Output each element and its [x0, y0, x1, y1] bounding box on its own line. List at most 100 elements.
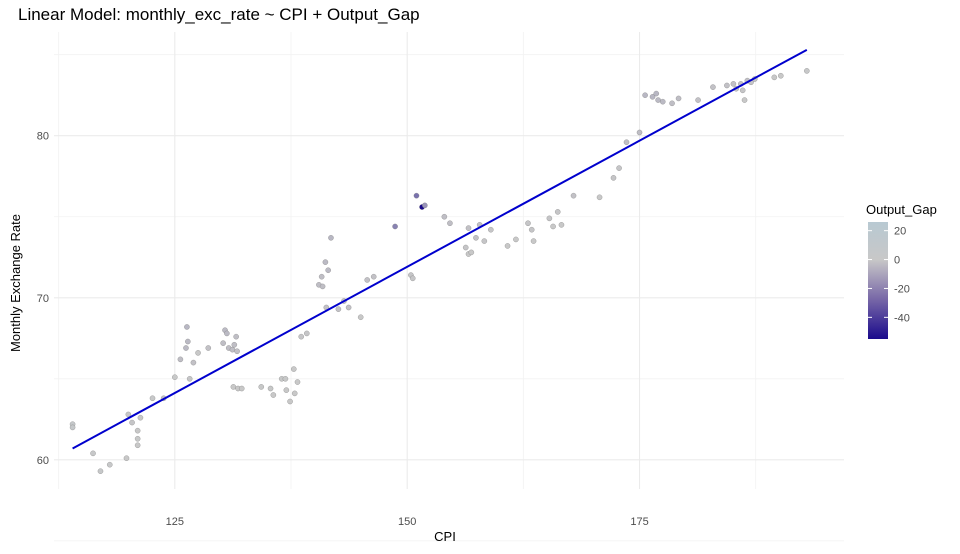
data-point: [642, 92, 648, 99]
data-point: [290, 366, 297, 372]
data-point: [267, 385, 274, 392]
data-point: [447, 220, 453, 227]
data-point: [675, 95, 682, 102]
data-point: [741, 97, 748, 103]
legend-title: Output_Gap: [866, 202, 937, 217]
data-point: [231, 341, 238, 348]
data-point: [695, 97, 701, 103]
data-point: [596, 194, 603, 201]
data-point: [465, 225, 472, 231]
data-point: [287, 398, 293, 405]
data-point: [234, 348, 240, 355]
data-point: [550, 223, 556, 230]
x-tick-label: 125: [166, 516, 184, 528]
data-point: [134, 427, 141, 434]
data-point: [530, 238, 537, 244]
data-point: [468, 249, 475, 256]
data-point: [177, 356, 184, 363]
data-point: [224, 330, 230, 337]
data-point: [487, 226, 494, 233]
x-axis-title: CPI: [434, 529, 456, 544]
chart-title: Linear Model: monthly_exc_rate ~ CPI + O…: [18, 5, 420, 24]
fit-line: [72, 48, 808, 450]
data-point: [481, 238, 488, 244]
data-point: [345, 304, 352, 311]
data-point: [357, 314, 364, 321]
data-point: [653, 90, 660, 97]
data-point: [413, 192, 420, 199]
data-point: [636, 129, 643, 136]
data-point: [69, 424, 76, 431]
data-point: [513, 236, 519, 243]
data-point: [303, 330, 310, 337]
data-point: [291, 390, 298, 397]
data-points: [69, 68, 810, 475]
data-point: [570, 192, 577, 199]
y-tick-label: 80: [37, 131, 49, 143]
data-point: [325, 267, 332, 274]
data-point: [528, 226, 535, 233]
x-tick-label: 175: [630, 516, 648, 528]
data-point: [623, 139, 630, 146]
data-point: [649, 93, 656, 100]
data-point: [777, 72, 784, 79]
grid: [54, 32, 844, 542]
data-point: [724, 82, 730, 89]
data-point: [730, 81, 737, 87]
data-point: [238, 385, 245, 392]
data-point: [335, 306, 342, 312]
data-point: [134, 442, 141, 449]
y-tick-label: 60: [37, 455, 49, 467]
data-point: [184, 338, 191, 345]
y-axis-title: Monthly Exchange Rate: [8, 214, 23, 352]
y-axis-ticks: 60 70 80: [37, 131, 49, 467]
data-point: [616, 165, 622, 171]
data-point: [106, 461, 113, 468]
data-point: [739, 87, 746, 94]
data-point: [409, 275, 416, 282]
data-point: [258, 384, 265, 390]
data-point: [220, 340, 227, 346]
data-point: [125, 411, 132, 418]
data-point: [190, 359, 197, 366]
legend-tick-label: -40: [894, 312, 910, 324]
data-point: [659, 98, 666, 105]
data-point: [328, 234, 334, 241]
data-point: [504, 243, 511, 249]
data-point: [186, 375, 193, 382]
data-point: [803, 68, 810, 74]
data-point: [129, 419, 135, 426]
data-point: [392, 223, 398, 230]
data-point: [318, 273, 325, 280]
x-tick-label: 150: [398, 516, 416, 528]
legend-colorbar: [868, 222, 888, 339]
legend-tick-label: 20: [894, 226, 906, 238]
data-point: [558, 221, 565, 228]
data-point: [283, 387, 290, 393]
data-point: [184, 324, 190, 330]
data-point: [183, 345, 189, 351]
data-point: [370, 273, 377, 280]
data-point: [473, 234, 479, 241]
data-point: [270, 392, 277, 398]
data-point: [525, 220, 531, 227]
data-point: [462, 244, 469, 251]
data-point: [771, 74, 778, 81]
data-point: [669, 100, 675, 107]
data-point: [149, 395, 156, 402]
data-point: [322, 259, 329, 265]
data-point: [610, 175, 617, 181]
data-point: [137, 414, 144, 421]
data-point: [205, 345, 212, 351]
legend-tick-label: 0: [894, 255, 900, 267]
data-point: [294, 379, 301, 385]
legend-tick-label: -20: [894, 283, 910, 295]
data-point: [233, 333, 240, 340]
data-point: [97, 468, 104, 475]
legend-ticks: 20 0 -20 -40: [868, 226, 910, 324]
data-point: [364, 277, 371, 283]
data-point: [710, 84, 716, 90]
legend: Output_Gap 20 0 -20 -40: [866, 202, 937, 339]
